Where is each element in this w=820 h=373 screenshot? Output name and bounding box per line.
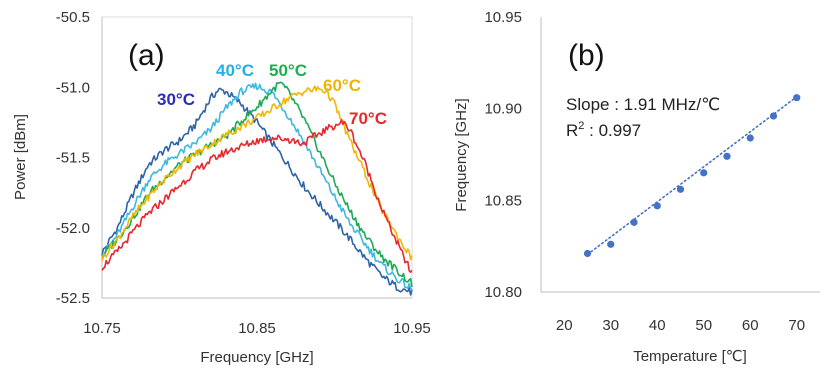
data-point (769, 112, 778, 120)
panel-b-y-tick-label: 10.85 (484, 192, 522, 209)
data-point (723, 152, 731, 160)
series-label-40c: 40°C (216, 61, 254, 80)
data-point (746, 134, 754, 142)
data-point (653, 202, 661, 210)
curve-70c (101, 119, 413, 274)
data-point (700, 169, 708, 177)
curve-60c (101, 85, 413, 262)
panel-a-x-tick-label: 10.85 (238, 320, 276, 337)
panel-a-label: (a) (128, 39, 165, 72)
panel-b-frequency-vs-temperature: 10.80 10.85 10.90 10.95 20 30 40 50 60 70 (b) Sl… (453, 9, 820, 365)
panel-b-points (583, 94, 801, 258)
panel-a-y-tick-label: -52.0 (56, 220, 90, 237)
panel-b-x-tick-label: 20 (556, 317, 573, 334)
data-point (676, 185, 685, 193)
panel-a-curves (101, 81, 413, 296)
series-label-30c: 30°C (157, 90, 195, 109)
panel-b-x-tick-label: 30 (602, 317, 619, 334)
curve-30c (101, 87, 413, 296)
panel-a-x-axis-title: Frequency [GHz] (200, 349, 313, 366)
curve-40c (101, 82, 413, 291)
panel-a-x-tick-label: 10.95 (393, 320, 431, 337)
panel-a-y-axis-title: Power [dBm] (12, 114, 29, 200)
data-point (583, 249, 592, 258)
series-label-50c: 50°C (269, 61, 307, 80)
panel-b-y-tick-label: 10.95 (484, 9, 522, 26)
panel-a-y-tick-label: -52.5 (56, 290, 90, 307)
data-point (607, 240, 615, 248)
panel-a-y-tick-label: -51.0 (56, 79, 90, 96)
panel-b-x-tick-label: 60 (742, 317, 759, 334)
panel-b-y-axis-title: Frequency [GHz] (453, 98, 470, 211)
trendline (586, 95, 798, 256)
slope-annotation: Slope : 1.91 MHz/℃ (566, 95, 720, 114)
r-squared-value: : 0.997 (584, 121, 641, 140)
panel-b-x-tick-label: 50 (695, 317, 712, 334)
panel-b-x-tick-labels: 20 30 40 50 60 70 (556, 317, 805, 334)
data-point (793, 94, 801, 102)
panel-a-x-tick-labels: 10.75 10.85 10.95 (83, 320, 431, 337)
panel-b-label: (b) (568, 39, 605, 72)
panel-b-x-tick-label: 70 (788, 317, 805, 334)
panel-b-x-tick-label: 40 (649, 317, 666, 334)
curve-50c (101, 81, 413, 287)
panel-b-y-tick-labels: 10.80 10.85 10.90 10.95 (484, 9, 522, 301)
panel-a-y-tick-label: -50.5 (56, 9, 90, 26)
panel-b-y-tick-label: 10.90 (484, 101, 522, 118)
panel-a-x-tick-label: 10.75 (83, 320, 121, 337)
series-label-60c: 60°C (323, 76, 361, 95)
series-label-70c: 70°C (349, 109, 387, 128)
panel-b-x-axis-title: Temperature [℃] (633, 348, 747, 365)
r-squared-superscript: 2 (578, 120, 584, 132)
r-squared-annotation: R2 : 0.997 (566, 120, 641, 140)
panel-a-power-spectrum: -52.5 -52.0 -51.5 -51.0 -50.5 10.75 10.85 10.9… (12, 9, 431, 366)
panel-b-y-tick-label: 10.80 (484, 284, 522, 301)
panel-a-series-labels: 30°C 40°C 50°C 60°C 70°C (157, 61, 387, 128)
panel-b-trendline-group (586, 95, 798, 256)
data-point (630, 218, 638, 226)
panel-a-y-tick-labels: -52.5 -52.0 -51.5 -51.0 -50.5 (56, 9, 90, 307)
r-squared-r: R (566, 121, 578, 140)
panel-a-y-tick-label: -51.5 (56, 150, 90, 167)
